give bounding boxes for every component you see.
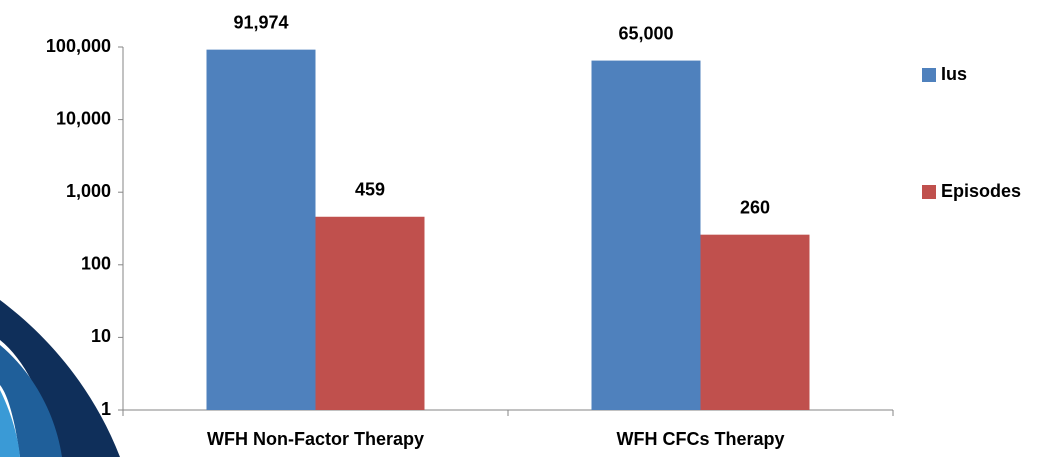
bar: [700, 234, 810, 410]
bar: [206, 49, 316, 411]
y-tick-label: 1: [101, 399, 111, 419]
y-tick-label: 100,000: [46, 36, 111, 56]
legend-swatch: [922, 68, 936, 82]
value-label: 65,000: [618, 23, 673, 43]
x-tick-label: WFH CFCs Therapy: [616, 429, 784, 449]
value-label: 91,974: [233, 12, 288, 32]
y-tick-label: 1,000: [66, 181, 111, 201]
legend-swatch: [922, 185, 936, 199]
legend-label: Episodes: [941, 181, 1021, 201]
legend-label: Ius: [941, 64, 967, 84]
value-label: 459: [355, 180, 385, 200]
bar: [591, 60, 701, 410]
y-tick-label: 100: [81, 254, 111, 274]
y-tick-label: 10: [91, 326, 111, 346]
x-tick-label: WFH Non-Factor Therapy: [207, 429, 424, 449]
y-tick-label: 10,000: [56, 108, 111, 128]
decoration: [0, 300, 120, 457]
value-label: 260: [740, 197, 770, 217]
bar: [315, 216, 425, 410]
